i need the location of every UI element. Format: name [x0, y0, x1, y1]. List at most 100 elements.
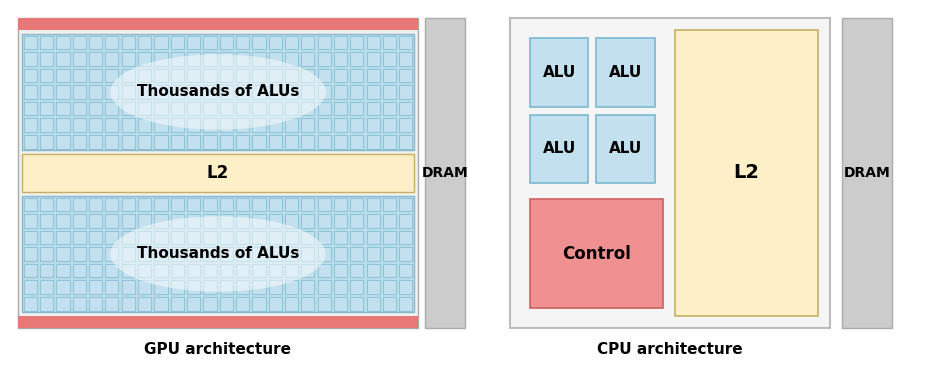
Bar: [56, 69, 69, 82]
Bar: [317, 297, 331, 311]
Bar: [674, 30, 818, 316]
Bar: [252, 214, 265, 228]
Bar: [301, 280, 314, 294]
Bar: [301, 135, 314, 149]
Bar: [285, 214, 298, 228]
Bar: [367, 102, 380, 115]
Bar: [399, 231, 412, 244]
Bar: [105, 135, 119, 149]
Bar: [56, 52, 69, 66]
Bar: [22, 154, 414, 192]
Bar: [203, 280, 217, 294]
Bar: [122, 102, 135, 115]
Bar: [252, 69, 265, 82]
Bar: [56, 135, 69, 149]
Bar: [269, 118, 282, 132]
Bar: [154, 69, 167, 82]
Text: ALU: ALU: [542, 65, 576, 80]
Bar: [40, 247, 53, 261]
Bar: [40, 69, 53, 82]
Bar: [56, 231, 69, 244]
Bar: [383, 118, 396, 132]
Bar: [89, 247, 103, 261]
Bar: [72, 118, 86, 132]
Text: GPU architecture: GPU architecture: [144, 342, 292, 357]
Bar: [252, 297, 265, 311]
Bar: [367, 198, 380, 211]
Bar: [24, 35, 37, 49]
Bar: [252, 35, 265, 49]
Bar: [367, 118, 380, 132]
Bar: [236, 52, 249, 66]
Bar: [138, 35, 151, 49]
Bar: [105, 214, 119, 228]
Bar: [317, 69, 331, 82]
Bar: [219, 52, 233, 66]
Bar: [269, 247, 282, 261]
Bar: [138, 118, 151, 132]
Bar: [89, 102, 103, 115]
Bar: [40, 297, 53, 311]
Bar: [18, 18, 418, 328]
Bar: [24, 52, 37, 66]
Bar: [170, 69, 184, 82]
Bar: [154, 247, 167, 261]
Ellipse shape: [110, 54, 326, 130]
Bar: [72, 85, 86, 99]
Bar: [333, 85, 347, 99]
Bar: [399, 280, 412, 294]
Bar: [285, 102, 298, 115]
Bar: [333, 280, 347, 294]
Bar: [510, 18, 830, 328]
Bar: [317, 264, 331, 277]
Bar: [105, 118, 119, 132]
Bar: [219, 85, 233, 99]
Bar: [203, 214, 217, 228]
Bar: [317, 102, 331, 115]
Bar: [187, 264, 200, 277]
Bar: [236, 35, 249, 49]
Bar: [122, 35, 135, 49]
Bar: [351, 214, 364, 228]
Bar: [154, 135, 167, 149]
Bar: [56, 198, 69, 211]
Bar: [317, 35, 331, 49]
Bar: [154, 264, 167, 277]
Bar: [203, 247, 217, 261]
Text: L2: L2: [733, 164, 759, 182]
Bar: [219, 102, 233, 115]
Bar: [154, 52, 167, 66]
Bar: [383, 198, 396, 211]
Bar: [236, 297, 249, 311]
Bar: [203, 52, 217, 66]
Bar: [383, 135, 396, 149]
Bar: [40, 264, 53, 277]
Bar: [285, 35, 298, 49]
Bar: [333, 247, 347, 261]
Bar: [56, 102, 69, 115]
Bar: [333, 52, 347, 66]
Bar: [219, 198, 233, 211]
Bar: [252, 264, 265, 277]
Bar: [187, 102, 200, 115]
Bar: [367, 135, 380, 149]
Bar: [333, 135, 347, 149]
Bar: [105, 35, 119, 49]
Bar: [285, 85, 298, 99]
Bar: [40, 52, 53, 66]
Bar: [597, 115, 655, 183]
Bar: [72, 198, 86, 211]
Bar: [530, 38, 588, 107]
Bar: [154, 297, 167, 311]
Bar: [383, 102, 396, 115]
Bar: [367, 69, 380, 82]
Bar: [399, 102, 412, 115]
Bar: [105, 69, 119, 82]
Bar: [252, 280, 265, 294]
Bar: [24, 264, 37, 277]
Bar: [122, 214, 135, 228]
Text: Thousands of ALUs: Thousands of ALUs: [137, 84, 299, 100]
Bar: [138, 214, 151, 228]
Bar: [122, 297, 135, 311]
Bar: [317, 280, 331, 294]
